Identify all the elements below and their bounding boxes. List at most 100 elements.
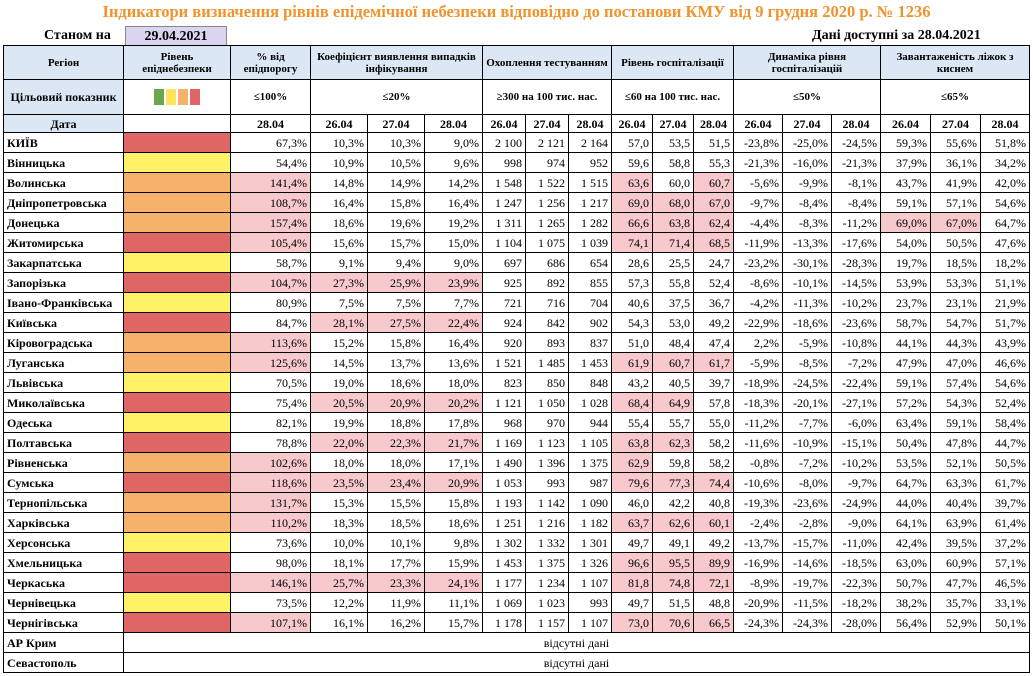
dynamics-cell: -9,7%	[733, 192, 783, 213]
oxygen-cell: 61,7%	[979, 472, 1031, 493]
region-cell: Житомирська	[3, 232, 124, 253]
detection-cell: 18,6%	[310, 212, 368, 233]
detection-cell: 18,0%	[424, 372, 483, 393]
detection-cell: 23,3%	[367, 572, 425, 593]
testing-cell: 993	[525, 472, 569, 493]
testing-cell: 1 302	[482, 532, 526, 553]
testing-cell: 721	[482, 292, 526, 313]
table-row: Рівненська 102,6% 18,0% 18,0% 17,1% 1 490 1 39…	[3, 452, 1031, 473]
oxygen-cell: 43,9%	[979, 332, 1031, 353]
detection-cell: 16,1%	[310, 612, 368, 633]
table-row-missing: Севастополь відсутні дані	[3, 652, 1031, 673]
table-row: Чернігівська 107,1% 16,1% 16,2% 15,7% 1 178 1 …	[3, 612, 1031, 633]
table-row: Кіровоградська 113,6% 15,2% 15,8% 16,4% 920 89…	[3, 332, 1031, 353]
hosp-cell: 55,3	[693, 152, 734, 173]
testing-cell: 654	[568, 252, 612, 273]
table-row: Волинська 141,4% 14,8% 14,9% 14,2% 1 548 1 522…	[3, 172, 1031, 193]
detection-cell: 28,1%	[310, 312, 368, 333]
detection-cell: 23,5%	[310, 472, 368, 493]
oxygen-cell: 51,1%	[979, 272, 1031, 293]
dynamics-cell: -15,1%	[831, 432, 881, 453]
hosp-cell: 59,8	[652, 452, 694, 473]
date-cell: 27.04	[652, 114, 694, 133]
dynamics-cell: -7,2%	[831, 352, 881, 373]
oxygen-cell: 33,1%	[979, 592, 1031, 613]
dynamics-cell: -20,1%	[782, 392, 832, 413]
region-cell: Закарпатська	[3, 252, 124, 273]
detection-cell: 15,8%	[367, 332, 425, 353]
dynamics-cell: -22,9%	[733, 312, 783, 333]
dynamics-cell: -4,4%	[733, 212, 783, 233]
hosp-cell: 48,4	[652, 332, 694, 353]
dynamics-cell: -8,5%	[782, 352, 832, 373]
oxygen-cell: 47,0%	[930, 352, 981, 373]
dynamics-cell: -19,3%	[733, 492, 783, 513]
table-row: Миколаївська 75,4% 20,5% 20,9% 20,2% 1 121 1 0…	[3, 392, 1031, 413]
hosp-cell: 25,5	[652, 252, 694, 273]
oxygen-cell: 42,0%	[979, 172, 1031, 193]
oxygen-cell: 64,7%	[880, 472, 931, 493]
dynamics-cell: -2,4%	[733, 512, 783, 533]
detection-cell: 13,6%	[424, 352, 483, 373]
date-cell: 28.04	[979, 114, 1031, 133]
oxygen-cell: 56,4%	[880, 612, 931, 633]
pct-threshold-cell: 80,9%	[230, 292, 311, 313]
date-cell: 27.04	[930, 114, 981, 133]
testing-cell: 1 490	[482, 452, 526, 473]
date-cell: 26.04	[310, 114, 368, 133]
oxygen-cell: 61,4%	[979, 512, 1031, 533]
detection-cell: 17,1%	[424, 452, 483, 473]
oxygen-cell: 53,3%	[930, 272, 981, 293]
pct-threshold-cell: 141,4%	[230, 172, 311, 193]
detection-cell: 11,9%	[367, 592, 425, 613]
table-row: Херсонська 73,6% 10,0% 10,1% 9,8% 1 302 1 332 1…	[3, 532, 1031, 553]
testing-cell: 893	[525, 332, 569, 353]
oxygen-cell: 57,1%	[930, 192, 981, 213]
dynamics-cell: -21,3%	[831, 152, 881, 173]
dynamics-cell: -18,6%	[782, 312, 832, 333]
oxygen-cell: 59,1%	[880, 372, 931, 393]
detection-cell: 22,0%	[310, 432, 368, 453]
oxygen-cell: 50,7%	[880, 572, 931, 593]
testing-cell: 1 265	[525, 212, 569, 233]
testing-cell: 993	[568, 592, 612, 613]
hosp-cell: 57,0	[611, 132, 653, 153]
hosp-cell: 49,7	[611, 592, 653, 613]
level-cell	[123, 332, 231, 353]
detection-cell: 12,2%	[310, 592, 368, 613]
target-oxygen: ≤65%	[879, 79, 1031, 115]
testing-cell: 1 053	[482, 472, 526, 493]
oxygen-cell: 47,6%	[979, 232, 1031, 253]
region-cell: Волинська	[3, 172, 124, 193]
testing-cell: 1 234	[525, 572, 569, 593]
date-cell: 27.04	[367, 114, 425, 133]
region-cell: Івано-Франківська	[3, 292, 124, 313]
level-cell	[123, 532, 231, 553]
oxygen-cell: 37,2%	[979, 532, 1031, 553]
hosp-cell: 63,6	[611, 172, 653, 193]
dynamics-cell: -14,6%	[782, 552, 832, 573]
dynamics-cell: -5,9%	[782, 332, 832, 353]
testing-cell: 1 157	[525, 612, 569, 633]
oxygen-cell: 52,4%	[979, 392, 1031, 413]
dynamics-cell: -4,2%	[733, 292, 783, 313]
testing-cell: 987	[568, 472, 612, 493]
dynamics-cell: -11,6%	[733, 432, 783, 453]
oxygen-cell: 42,4%	[880, 532, 931, 553]
oxygen-cell: 52,9%	[930, 612, 981, 633]
level-cell	[123, 372, 231, 393]
dynamics-cell: -7,2%	[782, 452, 832, 473]
hosp-cell: 74,1	[611, 232, 653, 253]
date-cell: 28.04	[568, 114, 612, 133]
oxygen-cell: 67,0%	[930, 212, 981, 233]
oxygen-cell: 59,1%	[930, 412, 981, 433]
testing-cell: 1 107	[568, 612, 612, 633]
testing-cell: 924	[482, 312, 526, 333]
testing-cell: 1 177	[482, 572, 526, 593]
region-cell: Сумська	[3, 472, 124, 493]
dates-row: Дата 28.04 26.04 27.04 28.04 26.04 27.04 28.0…	[3, 114, 1031, 133]
detection-cell: 18,0%	[367, 452, 425, 473]
pct-threshold-cell: 73,5%	[230, 592, 311, 613]
dynamics-cell: -28,0%	[831, 612, 881, 633]
testing-cell: 2 121	[525, 132, 569, 153]
